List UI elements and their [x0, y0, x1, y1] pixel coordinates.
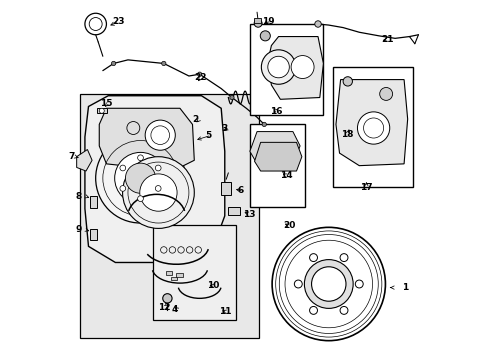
Text: 17: 17 — [359, 183, 372, 192]
Circle shape — [155, 165, 161, 171]
Bar — [254, 18, 261, 23]
Circle shape — [304, 260, 352, 309]
Circle shape — [355, 280, 363, 288]
Circle shape — [162, 61, 165, 66]
Text: 8: 8 — [76, 192, 82, 201]
Text: 1: 1 — [402, 283, 407, 292]
Text: 3: 3 — [221, 123, 227, 132]
Text: 2: 2 — [192, 114, 198, 123]
Circle shape — [137, 196, 143, 202]
Circle shape — [254, 19, 262, 27]
Text: 21: 21 — [381, 35, 393, 44]
Polygon shape — [267, 37, 323, 99]
Bar — [249, 24, 323, 116]
Circle shape — [163, 294, 172, 303]
Circle shape — [262, 122, 266, 127]
Text: 9: 9 — [76, 225, 82, 234]
Bar — [165, 271, 172, 275]
Circle shape — [96, 134, 185, 223]
Bar — [176, 273, 183, 277]
Bar — [228, 207, 239, 215]
Circle shape — [197, 72, 202, 76]
Bar — [153, 225, 235, 320]
Circle shape — [309, 306, 317, 314]
Bar — [221, 182, 231, 195]
Polygon shape — [335, 80, 407, 166]
Bar — [171, 277, 177, 280]
Bar — [97, 108, 106, 113]
Text: 19: 19 — [261, 17, 274, 26]
Text: 14: 14 — [280, 171, 292, 180]
Text: 15: 15 — [100, 99, 113, 108]
Bar — [249, 125, 305, 207]
Circle shape — [137, 155, 143, 161]
Text: 4: 4 — [171, 305, 178, 314]
Circle shape — [314, 21, 321, 27]
Circle shape — [229, 95, 234, 100]
Text: 7: 7 — [68, 152, 74, 161]
Text: 13: 13 — [242, 210, 255, 219]
Bar — [333, 67, 412, 187]
Circle shape — [122, 157, 194, 228]
Circle shape — [294, 280, 302, 288]
Circle shape — [99, 108, 104, 113]
Circle shape — [343, 77, 352, 86]
Circle shape — [140, 174, 177, 211]
Text: 5: 5 — [204, 131, 211, 140]
Text: 22: 22 — [194, 73, 206, 82]
Text: 20: 20 — [283, 221, 295, 230]
Circle shape — [267, 56, 289, 78]
Circle shape — [260, 31, 270, 41]
Text: 6: 6 — [237, 186, 243, 195]
Circle shape — [125, 163, 155, 193]
Circle shape — [290, 55, 313, 78]
Circle shape — [111, 61, 116, 66]
Polygon shape — [77, 149, 92, 171]
Polygon shape — [254, 142, 301, 171]
Circle shape — [309, 254, 317, 262]
Text: 23: 23 — [112, 17, 125, 26]
Bar — [89, 196, 97, 208]
Text: 11: 11 — [219, 307, 231, 316]
Circle shape — [271, 227, 385, 341]
Circle shape — [120, 185, 125, 191]
Circle shape — [339, 306, 347, 314]
Polygon shape — [85, 96, 224, 262]
Bar — [89, 229, 97, 239]
Text: 12: 12 — [158, 303, 170, 312]
Text: 10: 10 — [206, 281, 219, 290]
Circle shape — [120, 165, 125, 171]
Polygon shape — [249, 132, 300, 164]
Circle shape — [126, 122, 140, 134]
Circle shape — [145, 120, 175, 150]
Circle shape — [339, 254, 347, 262]
Text: 18: 18 — [340, 130, 352, 139]
Circle shape — [357, 112, 389, 144]
Circle shape — [311, 267, 346, 301]
Circle shape — [261, 50, 295, 84]
Circle shape — [155, 185, 161, 191]
Text: 16: 16 — [270, 107, 282, 116]
Polygon shape — [99, 108, 194, 171]
Bar — [80, 94, 258, 338]
Circle shape — [379, 87, 392, 100]
Circle shape — [115, 152, 166, 204]
